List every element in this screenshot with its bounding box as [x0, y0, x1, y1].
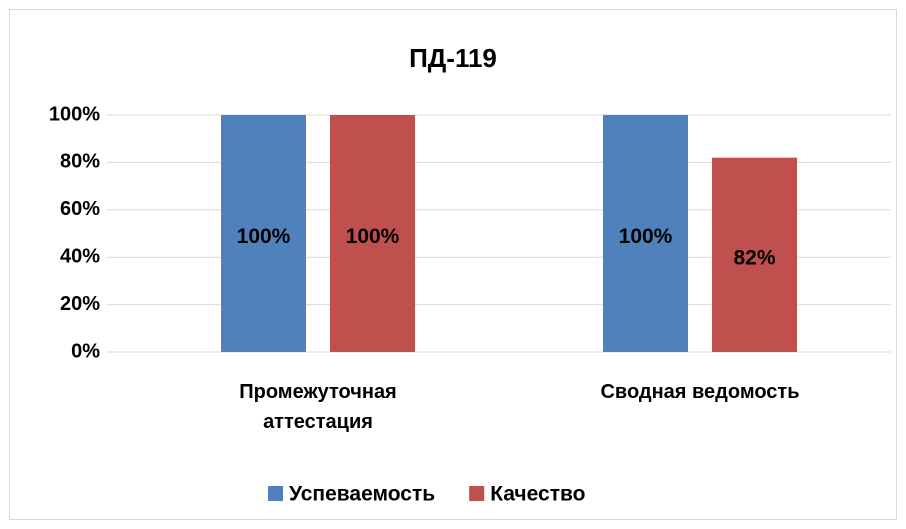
- data-label: 100%: [619, 225, 673, 248]
- legend-label: Успеваемость: [289, 483, 435, 506]
- x-tick-label: Сводная ведомость: [600, 381, 800, 403]
- data-label: 100%: [237, 225, 291, 248]
- legend-swatch: [268, 486, 283, 501]
- y-tick-label: 80%: [60, 151, 100, 173]
- y-tick-label: 0%: [71, 340, 100, 362]
- bar: [712, 157, 797, 352]
- x-tick-label: Промежуточная аттестация: [239, 381, 397, 433]
- y-tick-label: 60%: [60, 198, 100, 220]
- legend-swatch: [469, 486, 485, 501]
- bar: [603, 115, 688, 352]
- bar: [330, 115, 415, 352]
- y-tick-label: 20%: [60, 293, 100, 315]
- legend-label: Качество: [490, 483, 585, 506]
- y-tick-label: 100%: [49, 103, 100, 125]
- data-label: 100%: [346, 225, 400, 248]
- chart-title: ПД-119: [409, 43, 497, 73]
- data-label: 82%: [733, 246, 775, 269]
- y-tick-label: 40%: [60, 245, 100, 267]
- bar: [221, 115, 306, 352]
